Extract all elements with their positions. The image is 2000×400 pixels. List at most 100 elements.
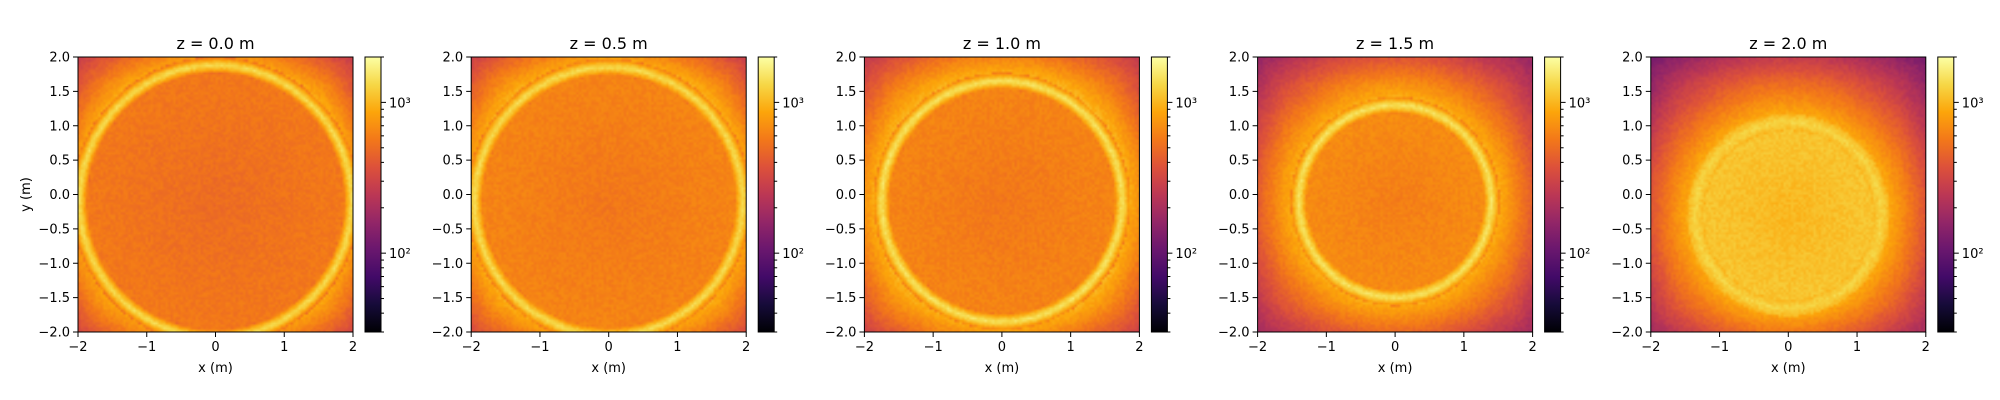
heatmap-image — [1257, 57, 1533, 332]
colorbar-frame — [1937, 56, 1955, 333]
heatmap-image — [471, 57, 747, 332]
y-tick-label: 2.0 — [836, 51, 857, 66]
heatmap-image — [864, 57, 1140, 332]
y-tick-label: 0.0 — [1229, 188, 1250, 203]
y-tick-label: 0.5 — [836, 154, 857, 169]
y-tick-label: 1.5 — [836, 85, 857, 100]
x-tick-label: 0 — [1784, 340, 1792, 355]
y-tick-label: 2.0 — [1622, 51, 1643, 66]
y-tick-label: −0.5 — [1611, 222, 1643, 237]
colorbar-tick-label: 10³ — [389, 96, 411, 111]
y-tick-label: −2.0 — [38, 326, 70, 341]
colorbar-frame — [364, 56, 382, 333]
colorbar-tick-label: 10² — [1175, 247, 1197, 262]
y-tick-label: −2.0 — [825, 326, 857, 341]
y-tick-label: −0.5 — [825, 222, 857, 237]
colorbar-tick-label: 10² — [389, 247, 411, 262]
x-tick-label: −1 — [1710, 340, 1729, 355]
y-tick-label: 2.0 — [443, 51, 464, 66]
y-tick-label: −1.5 — [1218, 291, 1250, 306]
panel-3: z = 1.0 m −2 −1 0 1 2 −2.0 −1.5 −1.0 −0.5 0.0 0.5 1.… — [825, 34, 1197, 376]
y-tick-label: −2.0 — [1611, 326, 1643, 341]
y-tick-label: −1.5 — [432, 291, 464, 306]
y-tick-label: 1.5 — [443, 85, 464, 100]
colorbar — [1937, 57, 1954, 332]
panel-5: z = 2.0 m −2 −1 0 1 2 −2.0 −1.5 −1.0 −0.5 0.0 0.5 1.… — [1611, 34, 1983, 376]
x-tick-label: 0 — [1391, 340, 1399, 355]
x-tick-label: 1 — [673, 340, 681, 355]
y-tick-label: −1.0 — [1218, 257, 1250, 272]
y-tick-label: 0.0 — [443, 188, 464, 203]
x-tick-label: 1 — [1853, 340, 1861, 355]
y-tick-label: 0.5 — [1622, 154, 1643, 169]
x-tick-label: −2 — [462, 340, 481, 355]
x-tick-label: 0 — [211, 340, 219, 355]
panel-4: z = 1.5 m −2 −1 0 1 2 −2.0 −1.5 −1.0 −0.5 0.0 0.5 1.… — [1218, 34, 1590, 376]
y-tick-label: 1.0 — [443, 119, 464, 134]
heatmap-image — [1650, 57, 1926, 332]
y-tick-label: 1.5 — [1229, 85, 1250, 100]
y-tick-label: 1.5 — [49, 85, 70, 100]
y-tick-label: −1.0 — [825, 257, 857, 272]
y-axis-label: y (m) — [19, 177, 34, 212]
x-axis-label: x (m) — [591, 361, 626, 376]
colorbar-tick-label: 10² — [782, 247, 804, 262]
y-tick-label: −1.0 — [432, 257, 464, 272]
x-tick-label: 0 — [605, 340, 613, 355]
colorbar-tick-label: 10³ — [782, 96, 804, 111]
x-axis-label: x (m) — [985, 361, 1020, 376]
y-tick-label: −0.5 — [432, 222, 464, 237]
y-tick-label: 2.0 — [1229, 51, 1250, 66]
colorbar-tick-label: 10³ — [1569, 96, 1591, 111]
y-tick-label: 0.5 — [49, 154, 70, 169]
y-tick-label: 1.0 — [1622, 119, 1643, 134]
y-tick-label: 0.5 — [443, 154, 464, 169]
colorbar-tick-label: 10³ — [1962, 96, 1984, 111]
colorbar — [365, 57, 381, 332]
panel-title: z = 0.0 m — [176, 34, 254, 53]
y-tick-label: −0.5 — [1218, 222, 1250, 237]
y-tick-label: −1.0 — [1611, 257, 1643, 272]
colorbar — [758, 57, 775, 332]
y-tick-label: −1.0 — [38, 257, 70, 272]
heatmap-image — [78, 57, 353, 332]
colorbar-tick-label: 10³ — [1175, 96, 1197, 111]
x-tick-label: 1 — [1460, 340, 1468, 355]
y-tick-label: −1.5 — [38, 291, 70, 306]
x-tick-label: −1 — [530, 340, 549, 355]
y-tick-label: 1.0 — [836, 119, 857, 134]
y-tick-label: 1.5 — [1622, 85, 1643, 100]
x-tick-label: −2 — [1641, 340, 1660, 355]
x-tick-label: 2 — [742, 340, 750, 355]
colorbar-tick-label: 10² — [1569, 247, 1591, 262]
x-axis-label: x (m) — [1378, 361, 1413, 376]
x-tick-label: −2 — [855, 340, 874, 355]
panel-title: z = 2.0 m — [1749, 34, 1827, 53]
x-tick-label: −1 — [137, 340, 156, 355]
y-tick-label: −1.5 — [1611, 291, 1643, 306]
x-tick-label: 0 — [998, 340, 1006, 355]
x-tick-label: 1 — [1067, 340, 1075, 355]
x-tick-label: −2 — [68, 340, 87, 355]
y-tick-label: 1.0 — [49, 119, 70, 134]
panel-2: z = 0.5 m −2 −1 0 1 2 −2.0 −1.5 −1.0 −0.5 0.0 0.5 1.… — [432, 34, 804, 376]
x-axis-label: x (m) — [1771, 361, 1806, 376]
y-tick-label: −2.0 — [432, 326, 464, 341]
y-tick-label: 2.0 — [49, 51, 70, 66]
y-tick-label: 0.0 — [1622, 188, 1643, 203]
x-tick-label: 2 — [1528, 340, 1536, 355]
colorbar-frame — [757, 56, 775, 333]
x-tick-label: −1 — [1317, 340, 1336, 355]
y-tick-label: 0.0 — [49, 188, 70, 203]
panel-1: z = 0.0 m −2 −1 0 1 2 −2.0 −1.5 −1.0 −0.5 0.0 0.5 1.… — [19, 34, 411, 376]
y-tick-label: 1.0 — [1229, 119, 1250, 134]
colorbar-frame — [1544, 56, 1562, 333]
x-tick-label: −1 — [924, 340, 943, 355]
panel-title: z = 0.5 m — [570, 34, 648, 53]
x-tick-label: 1 — [280, 340, 288, 355]
y-tick-label: −0.5 — [38, 222, 70, 237]
x-axis-label: x (m) — [198, 361, 233, 376]
y-tick-label: 0.0 — [836, 188, 857, 203]
